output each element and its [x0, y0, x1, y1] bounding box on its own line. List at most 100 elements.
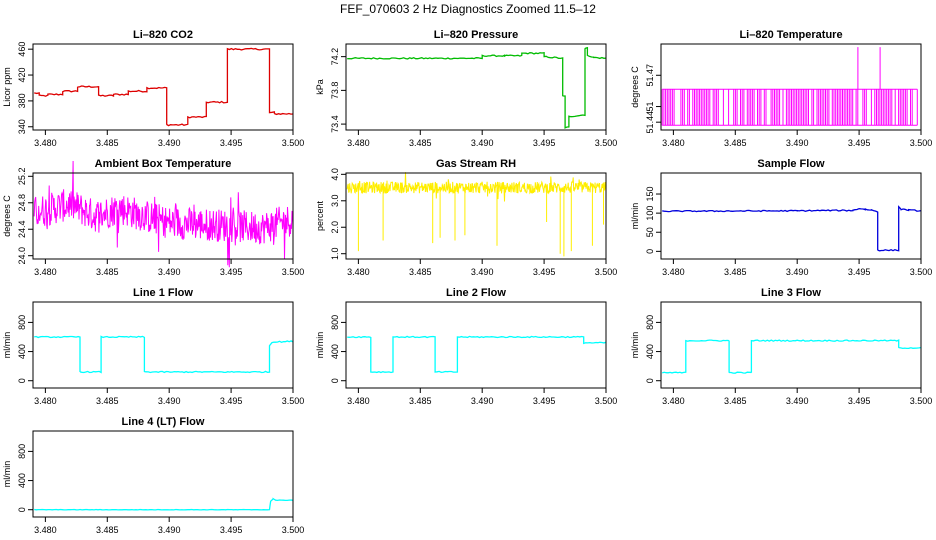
series-path	[33, 160, 294, 268]
plot-frame	[32, 430, 294, 518]
x-tick-label: 3.500	[282, 138, 305, 148]
x-tick-label: 3.485	[96, 396, 119, 406]
x-tick-label: 3.500	[282, 525, 305, 535]
y-tick-label: 0	[17, 378, 27, 383]
panel-title: Ambient Box Temperature	[95, 158, 232, 170]
series-line	[662, 339, 922, 374]
x-tick-label: 3.480	[34, 396, 57, 406]
series-line	[347, 335, 607, 374]
y-tick-label: 0	[17, 507, 27, 512]
x-tick-label: 3.480	[34, 138, 57, 148]
chart-panel-7: Line 1 Flow ml/min 3.480 3.485 3.490 3.495 3.5…	[2, 287, 304, 406]
y-tick-label: 2.0	[330, 221, 340, 234]
y-axis-label: degrees C	[2, 195, 12, 237]
x-tick-label: 3.480	[662, 138, 685, 148]
plot-frame	[32, 43, 294, 131]
series-path	[34, 497, 294, 511]
plot-frame	[345, 43, 607, 131]
page-title: FEF_070603 2 Hz Diagnostics Zoomed 11.5–…	[340, 2, 596, 16]
x-tick-label: 3.490	[471, 267, 494, 277]
y-tick-label: 24.4	[17, 220, 27, 238]
y-tick-label: 0	[645, 378, 655, 383]
y-tick-label: 0	[645, 249, 655, 254]
y-tick-label: 800	[17, 315, 27, 330]
chart-panel-4: Ambient Box Temperature degrees C 3.480 3.4…	[2, 158, 304, 277]
y-axis-label: ml/min	[315, 332, 325, 359]
x-tick-label: 3.480	[347, 138, 370, 148]
chart-panel-9: Line 3 Flow ml/min 3.480 3.485 3.490 3.495 3.5…	[630, 287, 932, 406]
x-tick-label: 3.495	[848, 138, 871, 148]
x-tick-label: 3.485	[409, 267, 432, 277]
y-axis-label: ml/min	[2, 332, 12, 359]
x-tick-label: 3.490	[471, 138, 494, 148]
y-tick-label: 3.0	[330, 195, 340, 208]
chart-panel-8: Line 2 Flow ml/min 3.480 3.485 3.490 3.495 3.5…	[315, 287, 617, 406]
x-tick-label: 3.495	[220, 138, 243, 148]
x-tick-label: 3.500	[595, 396, 618, 406]
x-tick-label: 3.500	[910, 396, 933, 406]
x-tick-label: 3.490	[786, 396, 809, 406]
panel-title: Line 1 Flow	[133, 287, 193, 299]
x-tick-label: 3.500	[282, 396, 305, 406]
y-tick-label: 400	[645, 344, 655, 359]
series-path	[662, 339, 922, 374]
series-line	[34, 47, 294, 127]
y-axis-label: ml/min	[2, 461, 12, 488]
y-tick-label: 420	[17, 68, 27, 83]
x-tick-label: 3.490	[471, 396, 494, 406]
panel-title: Gas Stream RH	[436, 158, 516, 170]
plot-frame	[32, 172, 294, 260]
y-axis-label: ml/min	[630, 332, 640, 359]
y-tick-label: 51	[645, 102, 655, 112]
plot-frame	[660, 43, 922, 131]
y-axis-label: Licor ppm	[2, 67, 12, 107]
series-line	[346, 172, 607, 257]
panel-title: Line 4 (LT) Flow	[122, 416, 205, 428]
x-tick-label: 3.500	[595, 138, 618, 148]
x-tick-label: 3.485	[724, 396, 747, 406]
chart-panel-5: Gas Stream RH percent 3.480 3.485 3.490 3.495…	[315, 158, 617, 277]
x-tick-label: 3.500	[595, 267, 618, 277]
x-tick-label: 3.490	[786, 138, 809, 148]
x-tick-label: 3.480	[347, 267, 370, 277]
series-path	[346, 172, 607, 257]
series-line	[33, 160, 294, 268]
series-path	[661, 47, 918, 126]
y-tick-label: 51.47	[645, 64, 655, 87]
y-tick-label: 800	[17, 444, 27, 459]
x-tick-label: 3.480	[34, 267, 57, 277]
y-tick-label: 24.8	[17, 194, 27, 212]
x-tick-label: 3.495	[848, 267, 871, 277]
plot-frame	[345, 172, 607, 260]
x-tick-label: 3.485	[96, 138, 119, 148]
series-line	[34, 497, 294, 511]
y-tick-label: 25.2	[17, 168, 27, 186]
x-tick-label: 3.480	[347, 396, 370, 406]
y-tick-label: 4.0	[330, 168, 340, 181]
plot-frame	[32, 301, 294, 389]
y-tick-label: 51.44	[645, 111, 655, 134]
x-tick-label: 3.495	[533, 396, 556, 406]
x-tick-label: 3.485	[96, 525, 119, 535]
y-tick-label: 400	[330, 344, 340, 359]
y-tick-label: 74.2	[330, 48, 340, 66]
plot-frame	[660, 301, 922, 389]
chart-panel-10: Line 4 (LT) Flow ml/min 3.480 3.485 3.490 3.4…	[2, 416, 304, 535]
x-tick-label: 3.490	[786, 267, 809, 277]
y-tick-label: 50	[645, 227, 655, 237]
y-tick-label: 24.0	[17, 247, 27, 265]
y-tick-label: 400	[17, 344, 27, 359]
x-tick-label: 3.485	[409, 396, 432, 406]
y-axis-label: percent	[315, 200, 325, 231]
panel-title: Li–820 CO2	[133, 29, 193, 41]
series-line	[34, 335, 294, 374]
x-tick-label: 3.495	[220, 267, 243, 277]
y-tick-label: 400	[17, 473, 27, 488]
series-path	[34, 335, 294, 374]
series-path	[34, 47, 294, 127]
x-tick-label: 3.495	[533, 267, 556, 277]
x-tick-label: 3.495	[220, 396, 243, 406]
x-tick-label: 3.495	[220, 525, 243, 535]
chart-panel-6: Sample Flow ml/min 3.480 3.485 3.490 3.495 3.5…	[630, 158, 932, 277]
panel-title: Li–820 Temperature	[739, 29, 842, 41]
